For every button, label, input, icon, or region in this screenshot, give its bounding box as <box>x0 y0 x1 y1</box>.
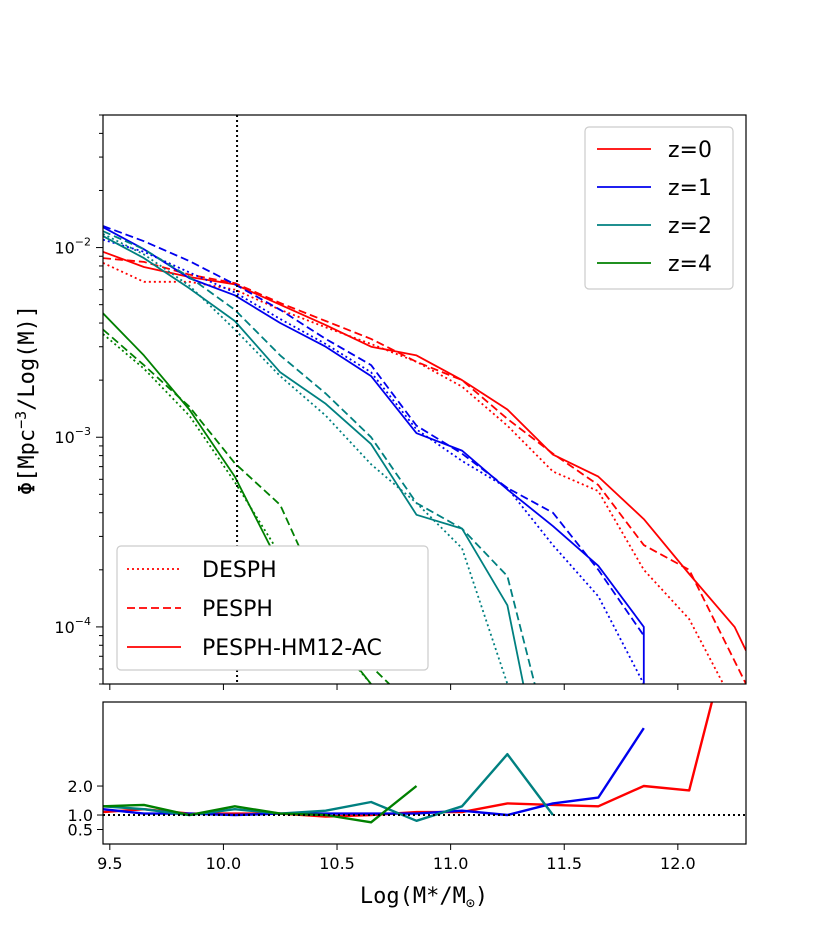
y-tick-base: 10 <box>54 618 74 637</box>
ratio-y-tick-label: 1.0 <box>68 806 93 825</box>
series-z-2-pesph-hm12-ac <box>103 235 525 684</box>
legend-redshift-box <box>584 126 734 290</box>
y-tick-base: 10 <box>54 239 74 258</box>
series-z-0-pesph <box>103 257 746 684</box>
main-axes-frame <box>102 114 747 685</box>
x-tick-label: 12.0 <box>660 854 696 873</box>
x-tick-label: 9.5 <box>97 854 122 873</box>
legend-z1-label: z=1 <box>668 176 712 201</box>
x-axis-label-sub: ⊙ <box>466 894 475 912</box>
legend-pesph-label: PESPH <box>202 597 273 622</box>
legend-z2-label: z=2 <box>668 214 712 239</box>
series-z-2-pesph <box>103 230 536 684</box>
main-y-tick-labels: 10−410−310−2 <box>54 236 91 637</box>
y-tick-label: 10−2 <box>54 236 91 258</box>
y-axis-label-rest: /Log(M)] <box>15 305 40 411</box>
ratio-ticks: 0.51.0 2.0 <box>68 777 103 840</box>
ratio-y-tick-label: 0.5 <box>68 821 93 840</box>
y-tick-exponent: −3 <box>75 425 91 438</box>
legend-pesph-hm12-ac-label: PESPH-HM12-AC <box>202 636 382 661</box>
y-tick-label: 10−4 <box>54 615 91 637</box>
ratio-panel: 0.51.0 2.0 9.5 10.0 10.5 11.0 11.5 12.0 Log(M*… <box>68 684 747 912</box>
ratio-series-group <box>103 702 714 824</box>
legend-z0-label: z=0 <box>668 138 712 163</box>
legend-models: DESPH PESPH PESPH-HM12-AC <box>116 545 429 671</box>
ratio-z-4-ratio <box>103 785 418 824</box>
x-axis-label: Log(M*/M⊙) <box>360 884 488 912</box>
series-z-1-desph <box>103 238 645 684</box>
legend-redshift: z=0 z=1 z=2 z=4 <box>584 126 734 290</box>
series-z-0-pesph-hm12-ac <box>103 250 746 651</box>
legend-desph-label: DESPH <box>202 558 277 583</box>
x-axis-label-close: ) <box>475 884 488 909</box>
ratio-plot-area <box>103 702 746 844</box>
ratio-z-1-ratio <box>103 727 645 817</box>
y-tick-exponent: −4 <box>75 615 91 628</box>
x-tick-label: 10.5 <box>319 854 355 873</box>
ratio-axes-frame <box>102 701 747 845</box>
main-panel: 10−410−310−2 z=0 z=1 z=2 z=4 DESPH PESPH… <box>12 114 747 685</box>
y-tick-exponent: −2 <box>75 236 91 249</box>
x-axis-label-main: Log(M*/M <box>360 884 466 909</box>
x-axis-ticks: 9.5 10.0 10.5 11.0 11.5 12.0 <box>97 684 696 873</box>
ratio-z-2-ratio <box>103 753 554 822</box>
x-tick-label: 11.0 <box>433 854 469 873</box>
y-tick-base: 10 <box>54 428 74 447</box>
x-tick-label: 10.0 <box>206 854 242 873</box>
main-ticks <box>96 114 103 685</box>
legend-z4-label: z=4 <box>668 252 712 277</box>
ratio-y-tick-label: 2.0 <box>68 777 93 796</box>
series-z-1-pesph <box>103 225 645 637</box>
series-z-1-pesph-hm12-ac <box>103 226 645 684</box>
y-axis-label: Φ[Mpc−3/Log(M)] <box>12 305 40 495</box>
legend-models-box <box>116 545 429 671</box>
y-axis-label-main: Φ[Mpc <box>15 429 40 495</box>
main-series-group <box>103 225 746 684</box>
x-tick-label: 11.5 <box>546 854 582 873</box>
y-axis-label-sup: −3 <box>12 411 30 429</box>
y-tick-label: 10−3 <box>54 425 91 447</box>
